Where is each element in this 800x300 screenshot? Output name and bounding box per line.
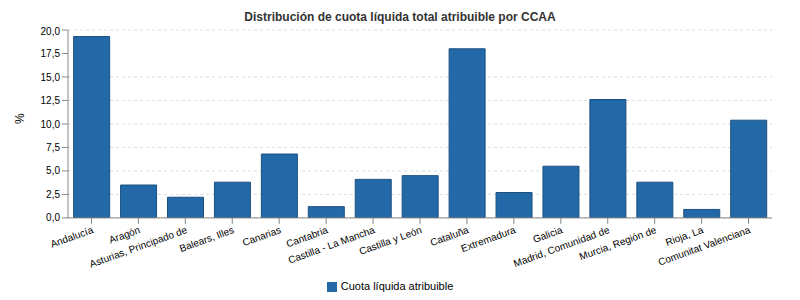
svg-text:Andalucía: Andalucía [49,224,95,250]
svg-text:Cataluña: Cataluña [428,224,470,249]
svg-text:Comunitat Valenciana: Comunitat Valenciana [657,224,752,268]
svg-text:20,0: 20,0 [41,26,61,37]
svg-text:Madrid, Comunidad de: Madrid, Comunidad de [512,224,611,270]
html-text:Distribución de cuota líquida: Distribución de cuota líquida total atri… [244,10,556,24]
svg-text:5,0: 5,0 [46,165,60,176]
svg-text:Extremadura: Extremadura [459,224,517,254]
svg-text:Castilla - La Mancha: Castilla - La Mancha [286,224,377,266]
svg-text:2,5: 2,5 [46,189,60,200]
svg-text:Castilla y León: Castilla y León [358,224,423,257]
svg-text:Cantabria: Cantabria [284,224,330,250]
svg-text:10,0: 10,0 [41,119,61,130]
svg-text:Canarias: Canarias [241,224,282,248]
svg-text:Murcia, Región de: Murcia, Región de [578,224,658,262]
svg-text:%: % [13,113,27,124]
svg-text:7,5: 7,5 [46,142,60,153]
svg-text:15,0: 15,0 [41,72,61,83]
svg-text:0,0: 0,0 [46,212,60,223]
svg-text:12,5: 12,5 [41,95,61,106]
svg-text:Aragón: Aragón [107,224,142,246]
svg-text:Galicia: Galicia [531,224,564,245]
svg-text:Balears, Illes: Balears, Illes [178,224,236,254]
html-text:Cuota líquida atribuible: Cuota líquida atribuible [340,279,454,292]
svg-text:Rioja, La: Rioja, La [663,224,705,248]
svg-text:17,5: 17,5 [41,48,61,59]
svg-text:Asturias, Principado de: Asturias, Principado de [88,224,189,270]
